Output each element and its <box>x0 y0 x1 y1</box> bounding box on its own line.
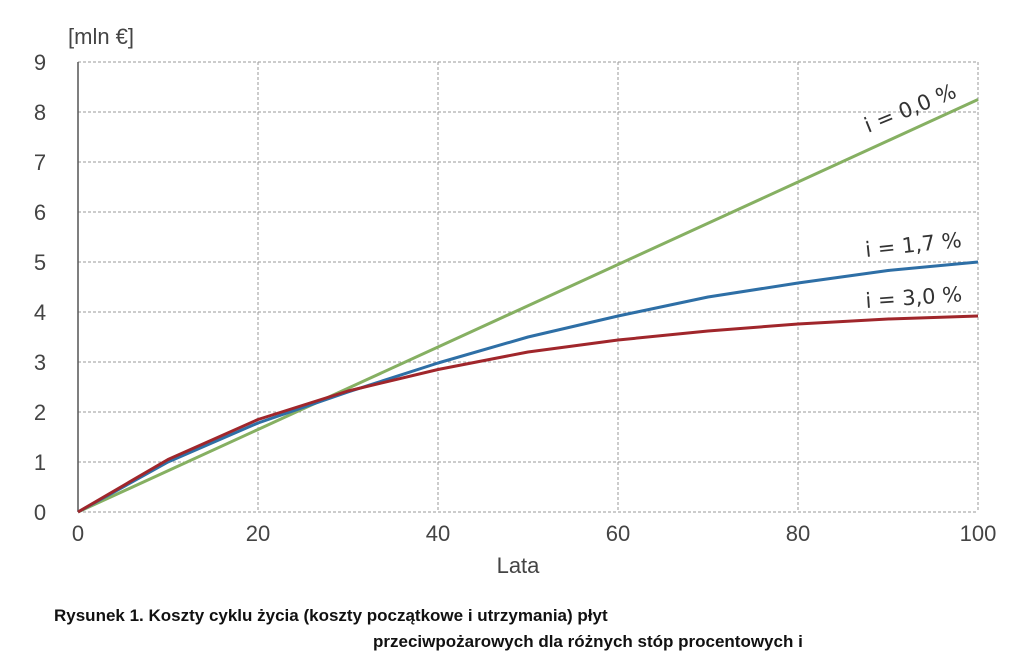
y-tick-label: 4 <box>34 300 46 325</box>
y-tick-label: 8 <box>34 100 46 125</box>
series-label: i = 0,0 % <box>861 79 960 138</box>
x-tick-label: 40 <box>426 521 450 546</box>
x-tick-label: 60 <box>606 521 630 546</box>
y-tick-label: 7 <box>34 150 46 175</box>
y-tick-label: 5 <box>34 250 46 275</box>
x-tick-label: 0 <box>72 521 84 546</box>
y-axis-label: [mln €] <box>68 24 134 49</box>
y-tick-label: 1 <box>34 450 46 475</box>
life-cycle-cost-chart: 0 1 2 3 4 5 6 7 8 9 0 20 40 60 80 100 [mln €] Lata i = 0,0… <box>34 24 997 578</box>
y-tick-label: 6 <box>34 200 46 225</box>
series-label: i = 3,0 % <box>865 282 963 313</box>
series-line <box>77 98 979 514</box>
y-tick-label: 2 <box>34 400 46 425</box>
figure-caption-line1: Rysunek 1. Koszty cyklu życia (koszty po… <box>54 606 608 625</box>
y-tick-label: 9 <box>34 50 46 75</box>
figure-caption-line2: przeciwpożarowych dla różnych stóp proce… <box>373 632 803 651</box>
x-axis-label: Lata <box>497 553 541 578</box>
x-tick-label: 100 <box>960 521 997 546</box>
x-tick-label: 20 <box>246 521 270 546</box>
series-label: i = 1,7 % <box>864 228 963 262</box>
y-tick-label: 3 <box>34 350 46 375</box>
series-line <box>77 260 979 514</box>
series-line <box>77 314 979 514</box>
y-tick-label: 0 <box>34 500 46 525</box>
x-tick-label: 80 <box>786 521 810 546</box>
